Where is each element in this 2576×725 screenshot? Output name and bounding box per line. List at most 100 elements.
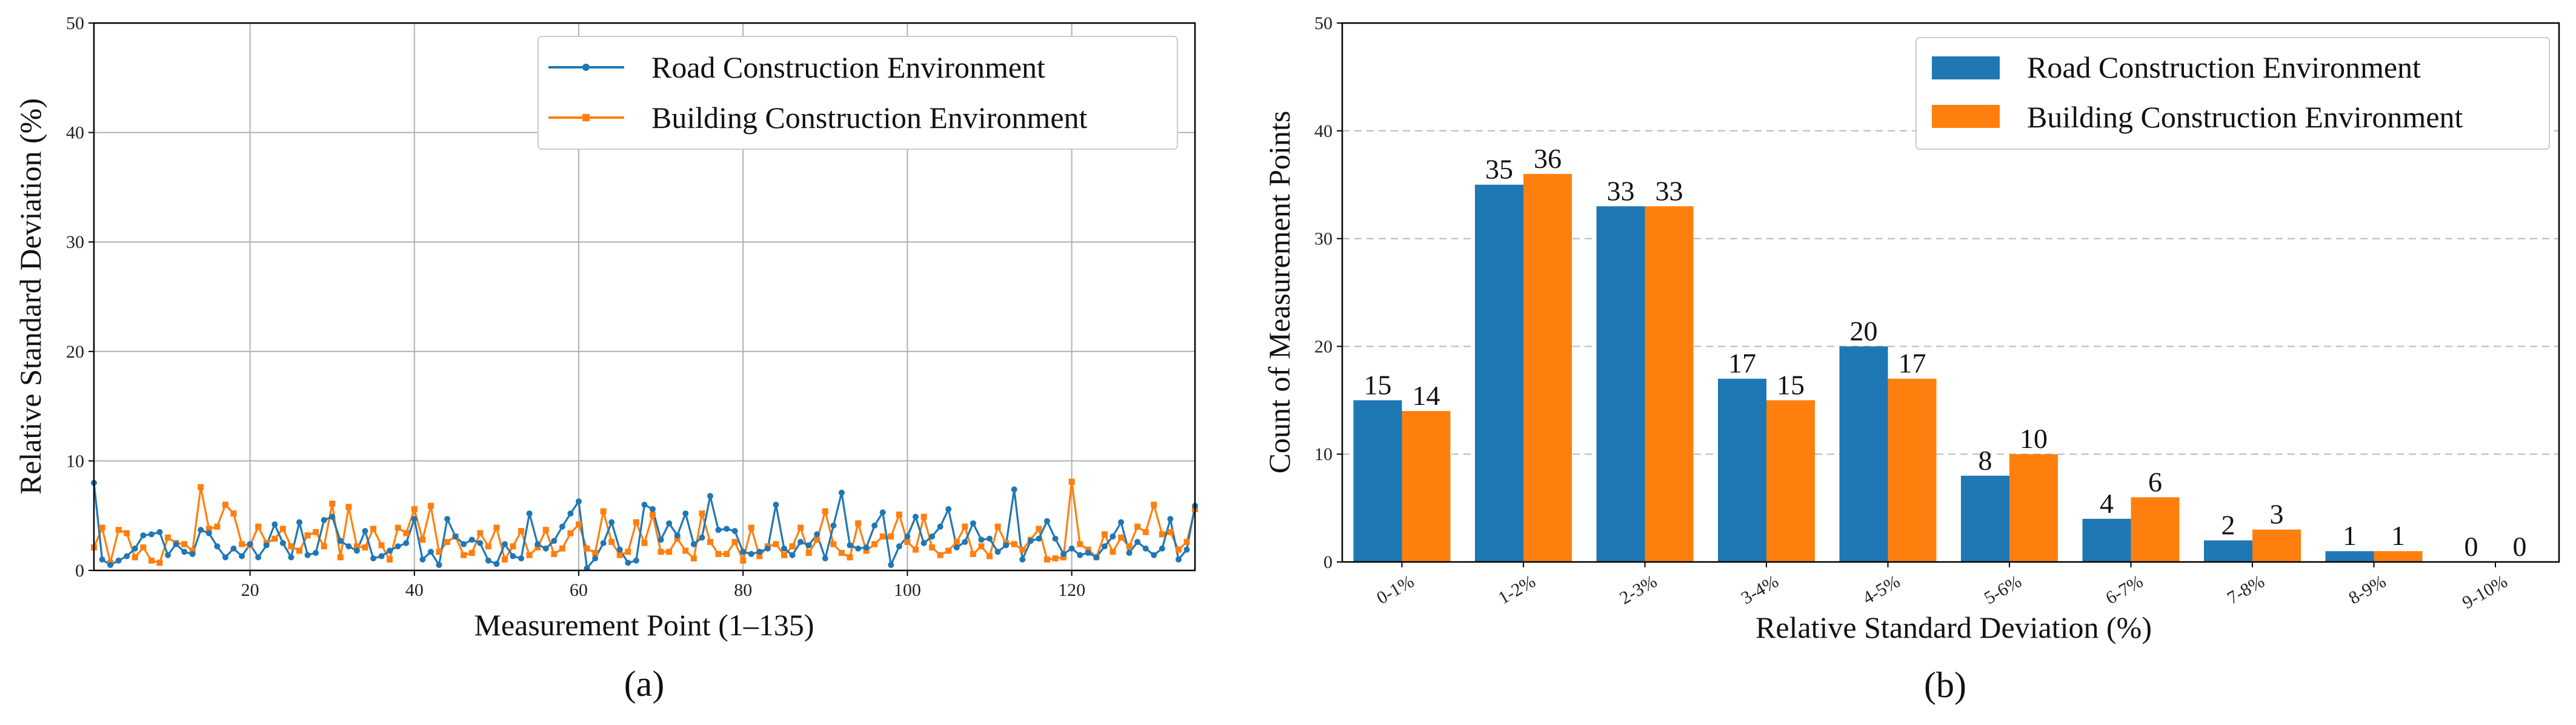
panel-a-point-road-134 <box>1183 546 1190 553</box>
panel-a-point-building-67 <box>633 519 639 526</box>
panel-a-point-building-127 <box>1126 543 1133 550</box>
panel-b-bar-building-1 <box>1402 411 1451 562</box>
panel-a-y-tick-label-4: 40 <box>66 123 84 143</box>
panel-a-point-road-77 <box>715 527 722 533</box>
panel-a-point-building-6 <box>131 554 138 561</box>
panel-a-point-road-42 <box>427 549 434 555</box>
panel-a-point-road-60 <box>576 498 582 505</box>
panel-a-point-building-99 <box>896 511 902 518</box>
panel-a-point-building-124 <box>1101 531 1108 538</box>
panel-a-point-building-76 <box>707 539 713 546</box>
panel-a-point-building-26 <box>296 547 302 554</box>
panel-a-point-building-13 <box>189 547 196 554</box>
panel-b-bar-building-4 <box>1766 400 1815 562</box>
panel-b-y-tick-label-3: 30 <box>1314 229 1333 249</box>
panel-a-point-road-46 <box>461 541 467 547</box>
panel-b-frame <box>1341 22 2560 563</box>
panel-b-bar-road-8 <box>2204 540 2252 562</box>
panel-a-y-tick-label-5: 50 <box>66 13 84 33</box>
panel-a-point-building-46 <box>461 552 467 558</box>
panel-a-point-road-43 <box>436 561 442 568</box>
panel-a-point-building-118 <box>1052 555 1059 562</box>
panel-a-point-building-9 <box>156 560 163 566</box>
panel-a-point-road-28 <box>313 550 319 556</box>
panel-a-point-road-45 <box>452 533 459 540</box>
panel-a-point-road-12 <box>181 549 188 555</box>
panel-a-point-road-81 <box>748 550 754 557</box>
panel-a-point-building-4 <box>115 527 122 533</box>
panel-a-point-building-103 <box>929 544 936 551</box>
panel-a-point-building-89 <box>814 536 820 543</box>
panel-a-point-building-50 <box>493 524 500 531</box>
panel-a-legend-road-marker <box>582 64 590 71</box>
panel-a-point-building-19 <box>239 541 245 547</box>
panel-a-y-tick-label-3: 30 <box>66 232 84 252</box>
panel-a-frame <box>93 22 1196 572</box>
panel-b-legend-road-label: Road Construction Environment <box>2027 50 2421 84</box>
panel-a-point-road-88 <box>805 542 812 549</box>
panel-a-point-road-99 <box>896 543 902 550</box>
panel-a-point-road-100 <box>904 533 911 540</box>
panel-a-point-building-10 <box>165 534 171 541</box>
panel-a-point-building-64 <box>608 539 615 546</box>
panel-b-subfigure-label: (b) <box>1924 665 1966 705</box>
panel-a-point-road-48 <box>477 540 484 546</box>
panel-a-point-building-107 <box>962 523 968 530</box>
panel-a-point-road-72 <box>674 532 681 539</box>
panel-a-point-road-35 <box>370 555 377 562</box>
panel-a-y-tick-label-2: 20 <box>66 342 84 362</box>
panel-a-point-road-19 <box>239 553 245 560</box>
panel-a-point-road-118 <box>1052 535 1059 542</box>
panel-a-point-road-114 <box>1019 556 1026 563</box>
panel-a-point-building-96 <box>871 541 878 547</box>
panel-b-bar-label-road-6: 8 <box>1979 445 1992 476</box>
panel-b-bar-road-1 <box>1353 400 1402 562</box>
panel-a-point-building-16 <box>214 523 221 530</box>
panel-a-point-building-60 <box>576 521 582 528</box>
panel-a-point-road-103 <box>929 533 936 540</box>
panel-b-bar-label-road-3: 33 <box>1607 175 1635 206</box>
panel-b-y-axis-label: Count of Measurement Points <box>1262 111 1296 474</box>
panel-a-point-road-87 <box>797 539 804 546</box>
panel-a-point-building-51 <box>501 556 508 563</box>
panel-a-point-road-117 <box>1043 518 1050 524</box>
panel-a-point-building-21 <box>255 523 262 530</box>
panel-a-legend: Road Construction Environment Building C… <box>537 36 1178 150</box>
panel-a-subfigure-label: (a) <box>624 664 665 704</box>
panel-a-point-building-23 <box>271 535 278 542</box>
panel-a-point-road-11 <box>173 541 179 547</box>
panel-a-point-road-34 <box>362 527 368 534</box>
panel-a-point-road-20 <box>247 541 253 547</box>
panel-b-y-tick-label-1: 10 <box>1314 444 1333 464</box>
panel-a-point-road-31 <box>337 538 344 544</box>
panel-a-line-chart: 0 10 20 30 40 50 20 40 60 80 100 120 Measurement P… <box>13 13 1198 704</box>
panel-a-point-road-66 <box>625 560 631 566</box>
panel-a-point-building-109 <box>978 543 985 550</box>
panel-a-point-building-119 <box>1060 554 1067 561</box>
panel-a-point-building-134 <box>1183 539 1190 546</box>
panel-a-point-building-65 <box>616 552 623 558</box>
panel-b-bar-label-road-1: 15 <box>1364 369 1392 400</box>
panel-a-x-tick-label-0: 20 <box>241 580 259 600</box>
panel-a-point-road-32 <box>345 543 352 550</box>
panel-a-point-road-97 <box>879 509 886 516</box>
panel-a-point-building-101 <box>912 546 919 553</box>
panel-a-point-building-53 <box>518 527 525 534</box>
panel-b-legend-box <box>1915 37 2550 150</box>
panel-b-bar-building-7 <box>2131 497 2180 562</box>
panel-a-point-road-120 <box>1068 545 1075 552</box>
panel-b-legend-building-label: Building Construction Environment <box>2027 100 2463 134</box>
panel-a-point-road-91 <box>830 522 837 529</box>
panel-a-point-road-76 <box>707 493 713 499</box>
panel-a-point-road-78 <box>724 526 730 532</box>
panel-a-point-building-82 <box>756 553 763 560</box>
panel-a-point-building-62 <box>592 550 599 556</box>
panel-a-point-road-62 <box>592 555 599 562</box>
panel-a-point-road-9 <box>156 529 163 535</box>
panel-a-point-road-54 <box>526 510 533 517</box>
panel-a-point-building-131 <box>1159 531 1165 538</box>
panel-a-point-building-117 <box>1043 556 1050 563</box>
panel-b-bar-label-road-7: 4 <box>2100 488 2114 519</box>
panel-a-point-building-5 <box>124 530 130 536</box>
panel-a-point-building-95 <box>863 547 870 554</box>
